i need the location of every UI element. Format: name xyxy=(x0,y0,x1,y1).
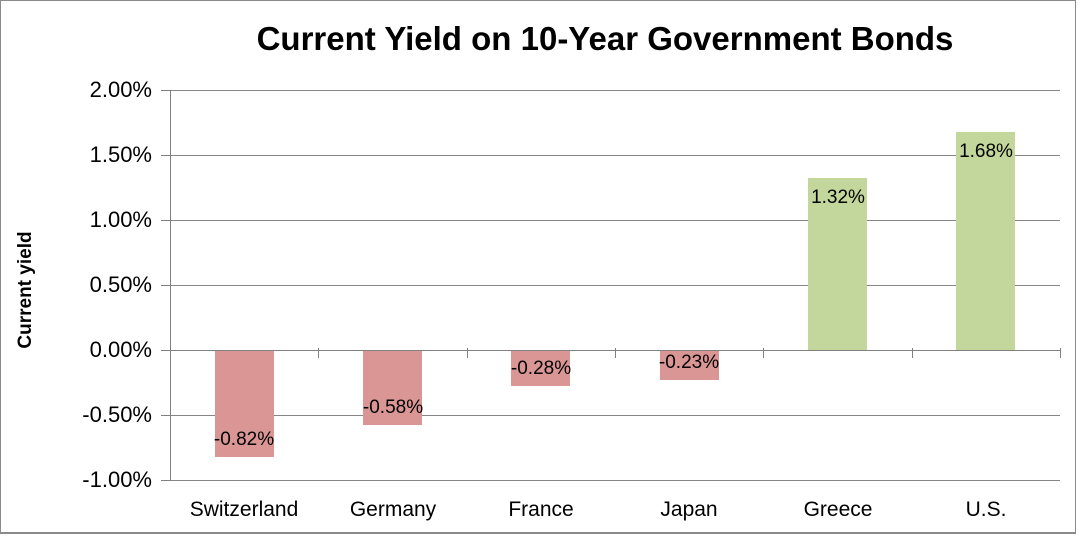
y-tick-label: 1.00% xyxy=(89,207,152,232)
x-axis-tick-mark xyxy=(1060,348,1061,358)
bar-value-label: 1.68% xyxy=(959,141,1013,162)
x-category-label: Greece xyxy=(803,498,873,521)
gridline xyxy=(170,155,1060,156)
x-category-label: Japan xyxy=(660,498,718,521)
bar-switzerland xyxy=(215,351,274,457)
gridline xyxy=(170,220,1060,221)
x-axis-tick-mark xyxy=(912,348,913,358)
y-tick-label: -0.50% xyxy=(82,402,152,427)
y-tick-label: 2.00% xyxy=(89,77,152,102)
bar-value-label: 1.32% xyxy=(811,187,865,208)
x-category-label: Switzerland xyxy=(189,498,299,521)
bar-value-label: -0.58% xyxy=(362,397,424,418)
y-axis-tick-mark xyxy=(161,285,170,286)
y-axis-tick-mark xyxy=(161,155,170,156)
bar-germany xyxy=(363,351,422,425)
bar-france xyxy=(511,351,570,386)
bar-value-label: -0.23% xyxy=(658,352,720,373)
y-axis-title: Current yield xyxy=(15,231,36,349)
x-category-label: Germany xyxy=(349,498,437,521)
gridline xyxy=(170,285,1060,286)
x-axis-tick-mark xyxy=(763,348,764,358)
chart-title: Current Yield on 10-Year Government Bond… xyxy=(256,20,954,57)
gridline xyxy=(170,480,1060,481)
y-tick-label: -1.00% xyxy=(82,467,152,492)
y-axis-line xyxy=(170,90,171,480)
y-axis-tick-mark xyxy=(161,415,170,416)
x-category-label: U.S. xyxy=(965,498,1007,521)
x-axis-tick-mark xyxy=(170,348,171,358)
y-tick-label: 0.00% xyxy=(89,337,152,362)
y-tick-label: 1.50% xyxy=(89,142,152,167)
gridline xyxy=(170,415,1060,416)
y-axis-tick-mark xyxy=(161,480,170,481)
gridline xyxy=(170,90,1060,91)
y-axis-tick-mark xyxy=(161,220,170,221)
x-axis-tick-mark xyxy=(467,348,468,358)
y-tick-label: 0.50% xyxy=(89,272,152,297)
x-axis-tick-mark xyxy=(615,348,616,358)
bar-japan xyxy=(660,351,719,380)
x-category-label: France xyxy=(508,498,574,521)
bar-value-label: -0.82% xyxy=(213,429,275,450)
y-axis-tick-mark xyxy=(161,90,170,91)
x-axis-tick-mark xyxy=(318,348,319,358)
y-axis-tick-mark xyxy=(161,350,170,351)
bar-greece xyxy=(808,178,867,350)
bar-u-s xyxy=(956,132,1015,350)
bar-value-label: -0.28% xyxy=(510,358,572,379)
